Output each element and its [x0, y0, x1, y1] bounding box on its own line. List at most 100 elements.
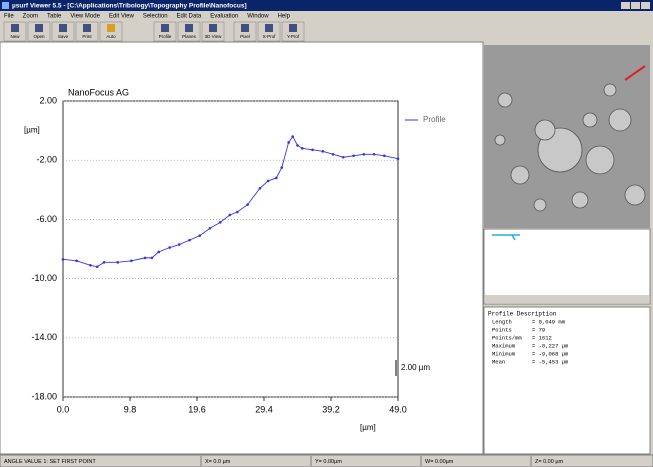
profile-point	[236, 211, 239, 214]
info-value: = 79	[532, 326, 545, 333]
menu-item[interactable]: File	[4, 14, 14, 20]
profile-point	[332, 153, 335, 156]
profile-preview	[484, 229, 650, 304]
toolbar-label: Auto	[106, 34, 116, 39]
profile-point	[151, 257, 154, 260]
y-tick-label: -18.00	[31, 391, 57, 401]
close-button[interactable]	[641, 2, 650, 9]
info-key: Points	[492, 326, 512, 333]
info-heading: Profile Description	[488, 311, 557, 318]
profile-point	[168, 246, 171, 249]
minimize-button[interactable]	[621, 2, 630, 9]
toolbar-icon	[241, 24, 249, 32]
window-controls	[621, 2, 650, 9]
menu-item[interactable]: Window	[247, 14, 269, 20]
menu-item[interactable]: Selection	[143, 14, 168, 20]
profile-point	[301, 147, 304, 150]
profile-point	[178, 243, 181, 246]
scale-label: 2.00 µm	[401, 363, 430, 372]
y-tick-label: -10.00	[31, 273, 57, 283]
y-tick-label: -14.00	[31, 332, 57, 342]
app-icon	[2, 2, 9, 9]
profile-point	[130, 260, 133, 263]
profile-point	[188, 239, 191, 242]
profile-point	[62, 258, 65, 261]
profile-point	[280, 166, 283, 169]
toolbar-icon	[161, 24, 169, 32]
toolbar-label: Save	[58, 34, 69, 39]
profile-point	[342, 156, 345, 159]
profile-point	[287, 141, 290, 144]
toolbar-icon	[185, 24, 193, 32]
status-text: Y= 0.00µm	[315, 459, 342, 465]
info-key: Length	[492, 318, 512, 325]
y-tick-label: -6.00	[36, 214, 57, 224]
profile-point	[291, 135, 294, 138]
status-text: Z= 0.00 µm	[535, 459, 564, 465]
toolbar-label: New	[10, 34, 20, 39]
status-text: ANGLE VALUE 1: SET FIRST POINT	[4, 459, 96, 465]
toolbar-label: Y-Prof	[287, 34, 300, 39]
scrollbar[interactable]	[485, 295, 649, 303]
info-key: Maximum	[492, 342, 516, 349]
x-tick-label: 49.0	[389, 404, 407, 414]
profile-point	[267, 180, 270, 183]
maximize-button[interactable]	[631, 2, 640, 9]
profile-point	[209, 227, 212, 230]
profile-point	[373, 153, 376, 156]
menu-item[interactable]: Help	[278, 14, 291, 20]
profile-point	[144, 257, 147, 260]
toolbar-icon	[83, 24, 91, 32]
x-tick-label: 19.6	[188, 404, 206, 414]
profile-point	[321, 150, 324, 153]
toolbar-label: X-Prof	[263, 34, 277, 39]
profile-point	[246, 203, 249, 206]
y-tick-label: 2.00	[39, 95, 57, 105]
profile-point	[116, 261, 119, 264]
profile-point	[259, 187, 262, 190]
status-text: W= 0.00µm	[425, 459, 454, 465]
info-key: Minimum	[492, 350, 516, 357]
menu-item[interactable]: Zoom	[23, 14, 38, 20]
profile-point	[157, 251, 160, 254]
x-tick-label: 0.0	[57, 404, 70, 414]
toolbar-label: Print	[82, 34, 92, 39]
profile-point	[311, 149, 314, 152]
x-tick-label: 29.4	[255, 404, 273, 414]
chart-panel	[0, 42, 483, 454]
toolbar-icon	[265, 24, 273, 32]
toolbar-icon	[107, 24, 115, 32]
toolbar-icon	[35, 24, 43, 32]
profile-point	[275, 177, 278, 180]
menu-item[interactable]: Table	[47, 14, 62, 20]
menu-item[interactable]: Evaluation	[210, 14, 238, 20]
profile-point	[296, 144, 299, 147]
info-value: = 1612	[532, 334, 552, 341]
legend-label: Profile	[423, 115, 446, 124]
profile-point	[229, 214, 232, 217]
menu-item[interactable]: Edit View	[109, 14, 135, 20]
toolbar-label: Open	[33, 34, 45, 39]
info-key: Points/mm	[492, 334, 522, 341]
toolbar-label: Profile	[159, 34, 172, 39]
toolbar-icon	[11, 24, 19, 32]
app-window: µsurf Viewer 5.5 - [C:\Applications\Trib…	[0, 0, 653, 467]
profile-point	[103, 261, 106, 264]
window-title: µsurf Viewer 5.5 - [C:\Applications\Trib…	[12, 3, 247, 10]
profile-point	[198, 234, 201, 237]
y-axis-label: [µm]	[24, 126, 40, 135]
status-text: X= 0.0 µm	[205, 459, 231, 465]
chart-title: NanoFocus AG	[68, 87, 129, 97]
menu-item[interactable]: View Mode	[70, 14, 100, 20]
profile-point	[383, 154, 386, 157]
profile-point	[89, 264, 92, 267]
menu-item[interactable]: Edit Data	[177, 14, 202, 20]
y-tick-label: -2.00	[36, 155, 57, 165]
profile-point	[96, 265, 99, 268]
profile-point	[352, 154, 355, 157]
x-axis-label: [µm]	[360, 423, 376, 432]
profile-point	[75, 260, 78, 263]
profile-point	[397, 157, 400, 160]
toolbar-label: Planes	[182, 34, 197, 39]
toolbar-icon	[209, 24, 217, 32]
